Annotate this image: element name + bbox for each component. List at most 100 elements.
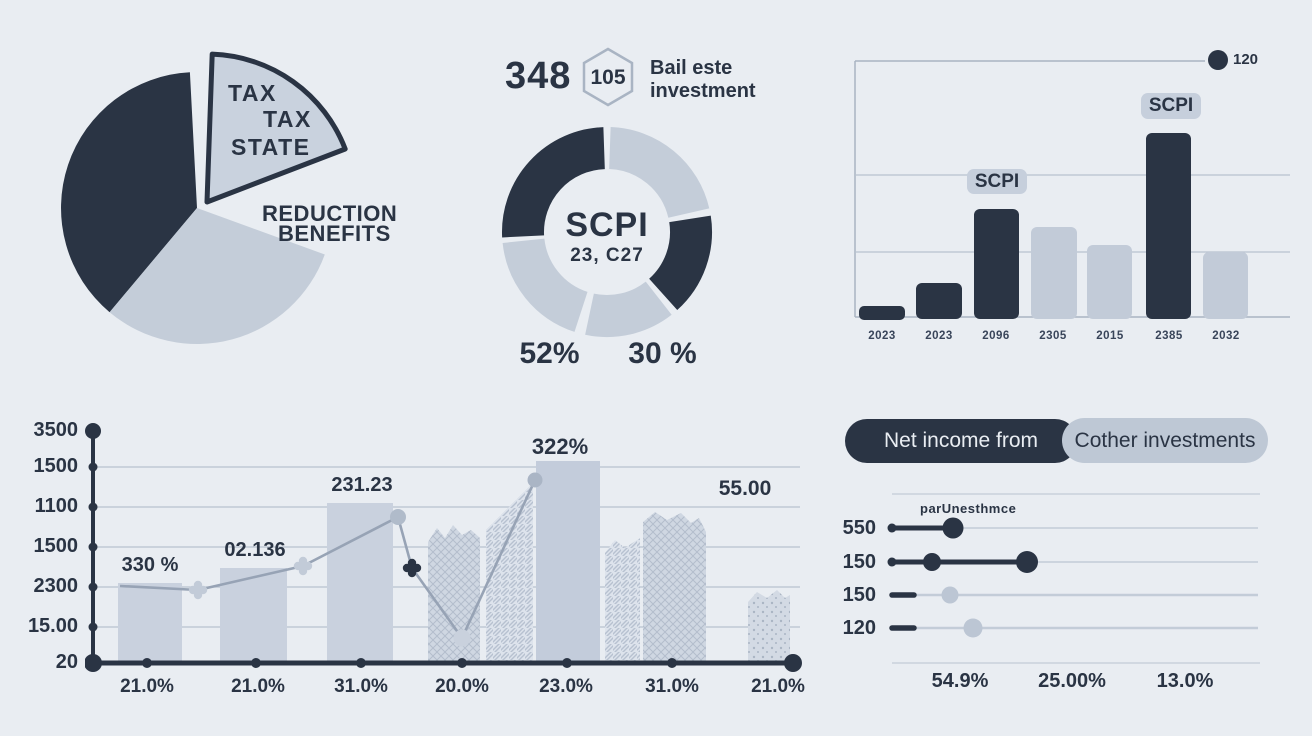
combo-axis-y-top-dot bbox=[85, 423, 101, 439]
slider-label-3: 150 bbox=[842, 584, 876, 606]
donut-pct-right: 30 % bbox=[628, 337, 697, 370]
wedge-label-3: STATE bbox=[231, 134, 311, 160]
donut-pct-left: 52% bbox=[519, 337, 580, 370]
bar-x-label-6: 2385 bbox=[1155, 330, 1183, 342]
combo-tick-3 bbox=[88, 542, 98, 552]
combo-y-label-5: 2300 bbox=[33, 575, 79, 597]
donut-seg-top-left bbox=[502, 127, 606, 238]
combo-x-label-1: 21.0% bbox=[120, 676, 174, 697]
slider-mid-dot-2[interactable] bbox=[923, 553, 941, 571]
pie-chart bbox=[61, 51, 348, 344]
donut-caption-1: Bail este bbox=[650, 57, 733, 79]
combo-bar-6-crosshatch bbox=[643, 512, 706, 663]
stat-number: 348 bbox=[505, 55, 572, 97]
legend-dot bbox=[1208, 50, 1228, 70]
combo-bar-3 bbox=[327, 503, 393, 663]
combo-data-label-2: 02.136 bbox=[224, 539, 286, 561]
bar-2032 bbox=[1203, 252, 1248, 319]
bar-2096 bbox=[974, 209, 1019, 319]
donut-seg-bottom bbox=[585, 281, 672, 337]
slider-label-4: 120 bbox=[842, 617, 876, 639]
combo-x-dot-1 bbox=[142, 658, 152, 668]
bar-2385 bbox=[1146, 133, 1191, 319]
donut-seg-right bbox=[648, 215, 712, 311]
combo-y-label-3: 1100 bbox=[34, 495, 78, 517]
tab-net-income[interactable]: Net income from bbox=[845, 419, 1077, 463]
combo-x-dot-4 bbox=[457, 658, 467, 668]
slider-start-dot-2 bbox=[887, 557, 897, 567]
combo-x-dot-6 bbox=[667, 658, 677, 668]
donut-seg-top-right bbox=[608, 127, 710, 219]
scpi-badge-2: SCPI bbox=[1141, 93, 1201, 119]
combo-bar-5 bbox=[536, 461, 600, 663]
slider-label-2: 150 bbox=[842, 551, 876, 573]
slider-footer-value-2: 25.00% bbox=[1038, 670, 1106, 692]
bar-2023-b bbox=[916, 283, 962, 319]
slider-group bbox=[887, 493, 1260, 664]
slider-handle-2[interactable] bbox=[1016, 551, 1038, 573]
slider-footer-value-3: 13.0% bbox=[1156, 670, 1214, 692]
pie-slice-dark bbox=[61, 72, 198, 313]
combo-bar-7-dotted bbox=[748, 590, 790, 663]
pie-caption-2: BENEFITS bbox=[278, 221, 391, 246]
line-marker-circle-3 bbox=[527, 472, 543, 488]
slider-footer-value-1: 54.9% bbox=[931, 670, 989, 692]
combo-axis-end-dot bbox=[784, 654, 802, 672]
hexagon-badge: 105 bbox=[582, 47, 634, 107]
bar-x-label-4: 2305 bbox=[1039, 330, 1067, 342]
bar-2023-a bbox=[859, 306, 905, 320]
combo-tick-1 bbox=[88, 462, 98, 472]
bar-2305 bbox=[1031, 227, 1077, 319]
combo-x-label-3: 31.0% bbox=[334, 676, 388, 697]
combo-bar-2 bbox=[220, 568, 287, 663]
wedge-label-2: TAX bbox=[263, 106, 312, 132]
bar-x-label-3: 2096 bbox=[982, 330, 1010, 342]
combo-data-label-1: 330 % bbox=[121, 554, 179, 576]
combo-x-label-2: 21.0% bbox=[231, 676, 285, 697]
slider-handle-4[interactable] bbox=[963, 618, 983, 638]
donut-chart bbox=[502, 127, 712, 337]
slider-handle-1[interactable] bbox=[942, 517, 964, 539]
combo-x-label-6: 31.0% bbox=[645, 676, 699, 697]
bar-2015 bbox=[1087, 245, 1132, 319]
scpi-badge-1: SCPI bbox=[967, 169, 1027, 194]
donut-seg-left-bottom bbox=[502, 237, 589, 332]
combo-tick-2 bbox=[88, 502, 98, 512]
combo-axis-origin-dot bbox=[85, 654, 102, 672]
wedge-label-1: TAX bbox=[228, 80, 277, 106]
slider-label-1: 550 bbox=[842, 517, 876, 539]
bar-x-label-5: 2015 bbox=[1096, 330, 1124, 342]
combo-x-dot-3 bbox=[356, 658, 366, 668]
bar-x-label-1: 2023 bbox=[868, 330, 896, 342]
combo-x-dot-2 bbox=[251, 658, 261, 668]
pie-slice-exploded-wedge bbox=[204, 51, 348, 205]
slider-subtitle: parUnesthmce bbox=[920, 501, 1017, 516]
combo-x-label-5: 23.0% bbox=[539, 676, 593, 697]
slider-handle-3[interactable] bbox=[941, 586, 959, 604]
line-marker-circle-1 bbox=[390, 509, 406, 525]
combo-tick-4 bbox=[88, 582, 98, 592]
tab-other-investments[interactable]: Cother investments bbox=[1062, 418, 1268, 463]
combo-y-label-1: 3500 bbox=[33, 419, 79, 441]
combo-bar-4-diagonal bbox=[486, 483, 533, 663]
slider-start-dot-1 bbox=[887, 523, 897, 533]
combo-y-label-4: 1500 bbox=[33, 535, 79, 557]
line-marker-flower-2 bbox=[293, 556, 313, 576]
scpi-badge-1-label: SCPI bbox=[974, 170, 1020, 192]
bar-x-label-2: 2023 bbox=[925, 330, 953, 342]
hexagon-outline bbox=[582, 47, 634, 107]
tab-net-income-label: Net income from bbox=[883, 429, 1039, 452]
combo-bar-6-diagonal bbox=[605, 538, 640, 663]
combo-y-label-6: 15.00 bbox=[27, 615, 78, 637]
combo-data-label-right: 55.00 bbox=[718, 477, 772, 500]
combo-bar-4-crosshatch bbox=[428, 525, 480, 663]
combo-x-label-4: 20.0% bbox=[435, 676, 489, 697]
combo-data-label-5: 322% bbox=[531, 434, 589, 459]
bar-chart-legend-value: 120 bbox=[1233, 51, 1259, 68]
pie-caption-1: REDUCTION bbox=[262, 201, 398, 226]
combo-bar-1 bbox=[118, 583, 182, 663]
combo-x-label-7: 21.0% bbox=[751, 676, 805, 697]
line-marker-circle-2 bbox=[453, 629, 471, 647]
donut-caption-2: investment bbox=[650, 80, 756, 102]
line-marker-flower-1 bbox=[188, 580, 208, 600]
